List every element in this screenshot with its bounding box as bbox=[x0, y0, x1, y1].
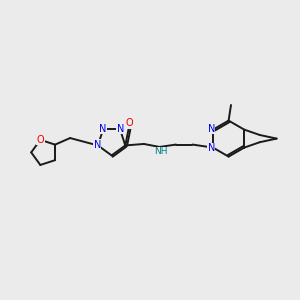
Text: N: N bbox=[208, 143, 215, 153]
Text: NH: NH bbox=[154, 147, 167, 156]
Text: O: O bbox=[125, 118, 133, 128]
Text: O: O bbox=[37, 135, 44, 145]
Text: N: N bbox=[94, 140, 101, 150]
Text: N: N bbox=[117, 124, 124, 134]
Text: N: N bbox=[99, 124, 107, 134]
Text: N: N bbox=[208, 124, 215, 134]
